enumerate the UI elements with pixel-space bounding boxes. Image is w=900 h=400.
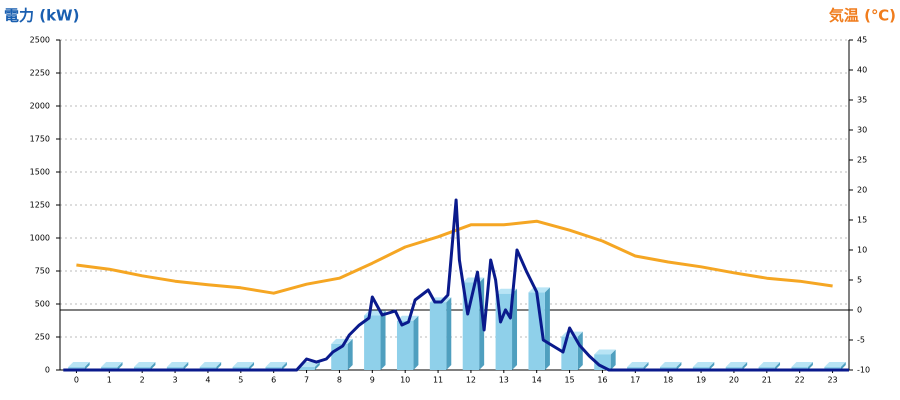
bar-side [117,362,123,370]
y2-tick-label: 35 [857,96,867,105]
x-tick-label: 19 [696,376,706,385]
bar-top [166,362,189,367]
bar-side [544,287,550,370]
x-tick-label: 23 [827,376,837,385]
y2-tick-label: -5 [857,336,865,345]
x-tick-label: 4 [205,376,210,385]
y2-tick-label: -10 [857,366,870,375]
y2-tick-label: 15 [857,216,867,225]
bar-side [216,362,222,370]
bar-side [380,310,386,370]
y2-tick-label: 0 [857,306,862,315]
x-tick-label: 16 [597,376,607,385]
x-tick-label: 22 [795,376,805,385]
bar [364,315,381,370]
y-tick-label: 1500 [30,168,50,177]
bar-side [314,362,320,370]
bar-side [446,297,452,370]
y2-tick-label: 45 [857,36,867,45]
x-tick-label: 12 [466,376,476,385]
x-tick-label: 3 [173,376,178,385]
y-tick-label: 1000 [30,234,50,243]
bar-side [84,362,90,370]
bar-top [791,362,813,367]
bar-top [692,362,715,367]
x-tick-label: 10 [400,376,410,385]
bar-side [512,288,518,370]
y-tick-label: 2500 [30,36,50,45]
bar-top [133,362,156,367]
x-tick-label: 13 [499,376,509,385]
bar-side [413,315,419,370]
y-tick-label: 1250 [30,201,50,210]
bar-side [709,362,715,370]
x-tick-label: 11 [433,376,443,385]
bar [429,302,447,370]
x-tick-label: 9 [370,376,375,385]
y-tick-label: 500 [35,300,50,309]
bar-side [676,362,682,370]
x-tick-label: 15 [564,376,574,385]
y-tick-label: 1750 [30,135,50,144]
bar-side [775,362,781,370]
y2-tick-label: 20 [857,186,867,195]
bar [298,367,315,370]
bar [396,320,414,370]
y2-tick-label: 40 [857,66,867,75]
y-tick-label: 0 [45,366,50,375]
bar-side [610,349,616,370]
bar-top [758,362,781,367]
bar [561,336,578,370]
bar-top [725,362,748,367]
bar-top [232,362,255,367]
x-tick-label: 8 [337,376,342,385]
x-tick-label: 5 [238,376,243,385]
x-tick-label: 17 [630,376,640,385]
bar-side [643,362,649,370]
bar-side [742,362,748,370]
line [63,198,849,372]
y2-tick-label: 10 [857,246,867,255]
x-tick-label: 2 [140,376,145,385]
y-tick-label: 2250 [30,69,50,78]
y-axis-title: 電力 (kW) [4,7,79,25]
y2-axis-title: 気温 (℃) [829,7,896,25]
x-tick-label: 14 [532,376,542,385]
y2-tick-label: 5 [857,276,862,285]
x-tick-label: 6 [271,376,276,385]
x-tick-label: 7 [304,376,309,385]
bar-side [183,362,189,370]
bar-side [577,331,583,370]
bar-side [281,362,287,370]
bar-side [807,362,813,370]
y-tick-label: 250 [35,333,50,342]
bar-top [627,362,649,367]
bar-side [347,338,353,370]
y-tick-label: 2000 [30,102,50,111]
bar-top [68,362,90,367]
bar-side [840,362,846,370]
x-tick-label: 21 [762,376,772,385]
y2-tick-label: 25 [857,156,867,165]
x-tick-label: 18 [663,376,673,385]
bar-top [396,315,419,321]
bar-top [594,349,616,355]
bar-top [659,362,682,367]
x-tick-label: 0 [74,376,79,385]
bar-side [249,362,255,370]
bar-top [265,362,287,367]
bar-top [199,362,222,367]
y-tick-label: 750 [35,267,50,276]
bar-side [150,362,156,370]
x-tick-label: 20 [729,376,739,385]
bar-top [824,362,846,367]
bar-top [101,362,123,367]
x-tick-label: 1 [107,376,112,385]
y2-tick-label: 30 [857,126,867,135]
